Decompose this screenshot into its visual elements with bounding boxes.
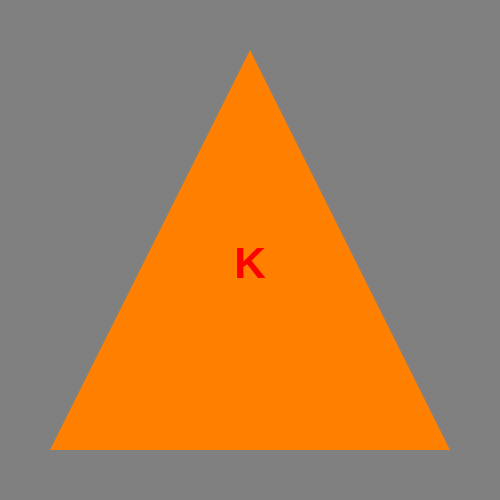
triangle-label: K (234, 239, 266, 288)
orange-triangle (50, 50, 450, 450)
